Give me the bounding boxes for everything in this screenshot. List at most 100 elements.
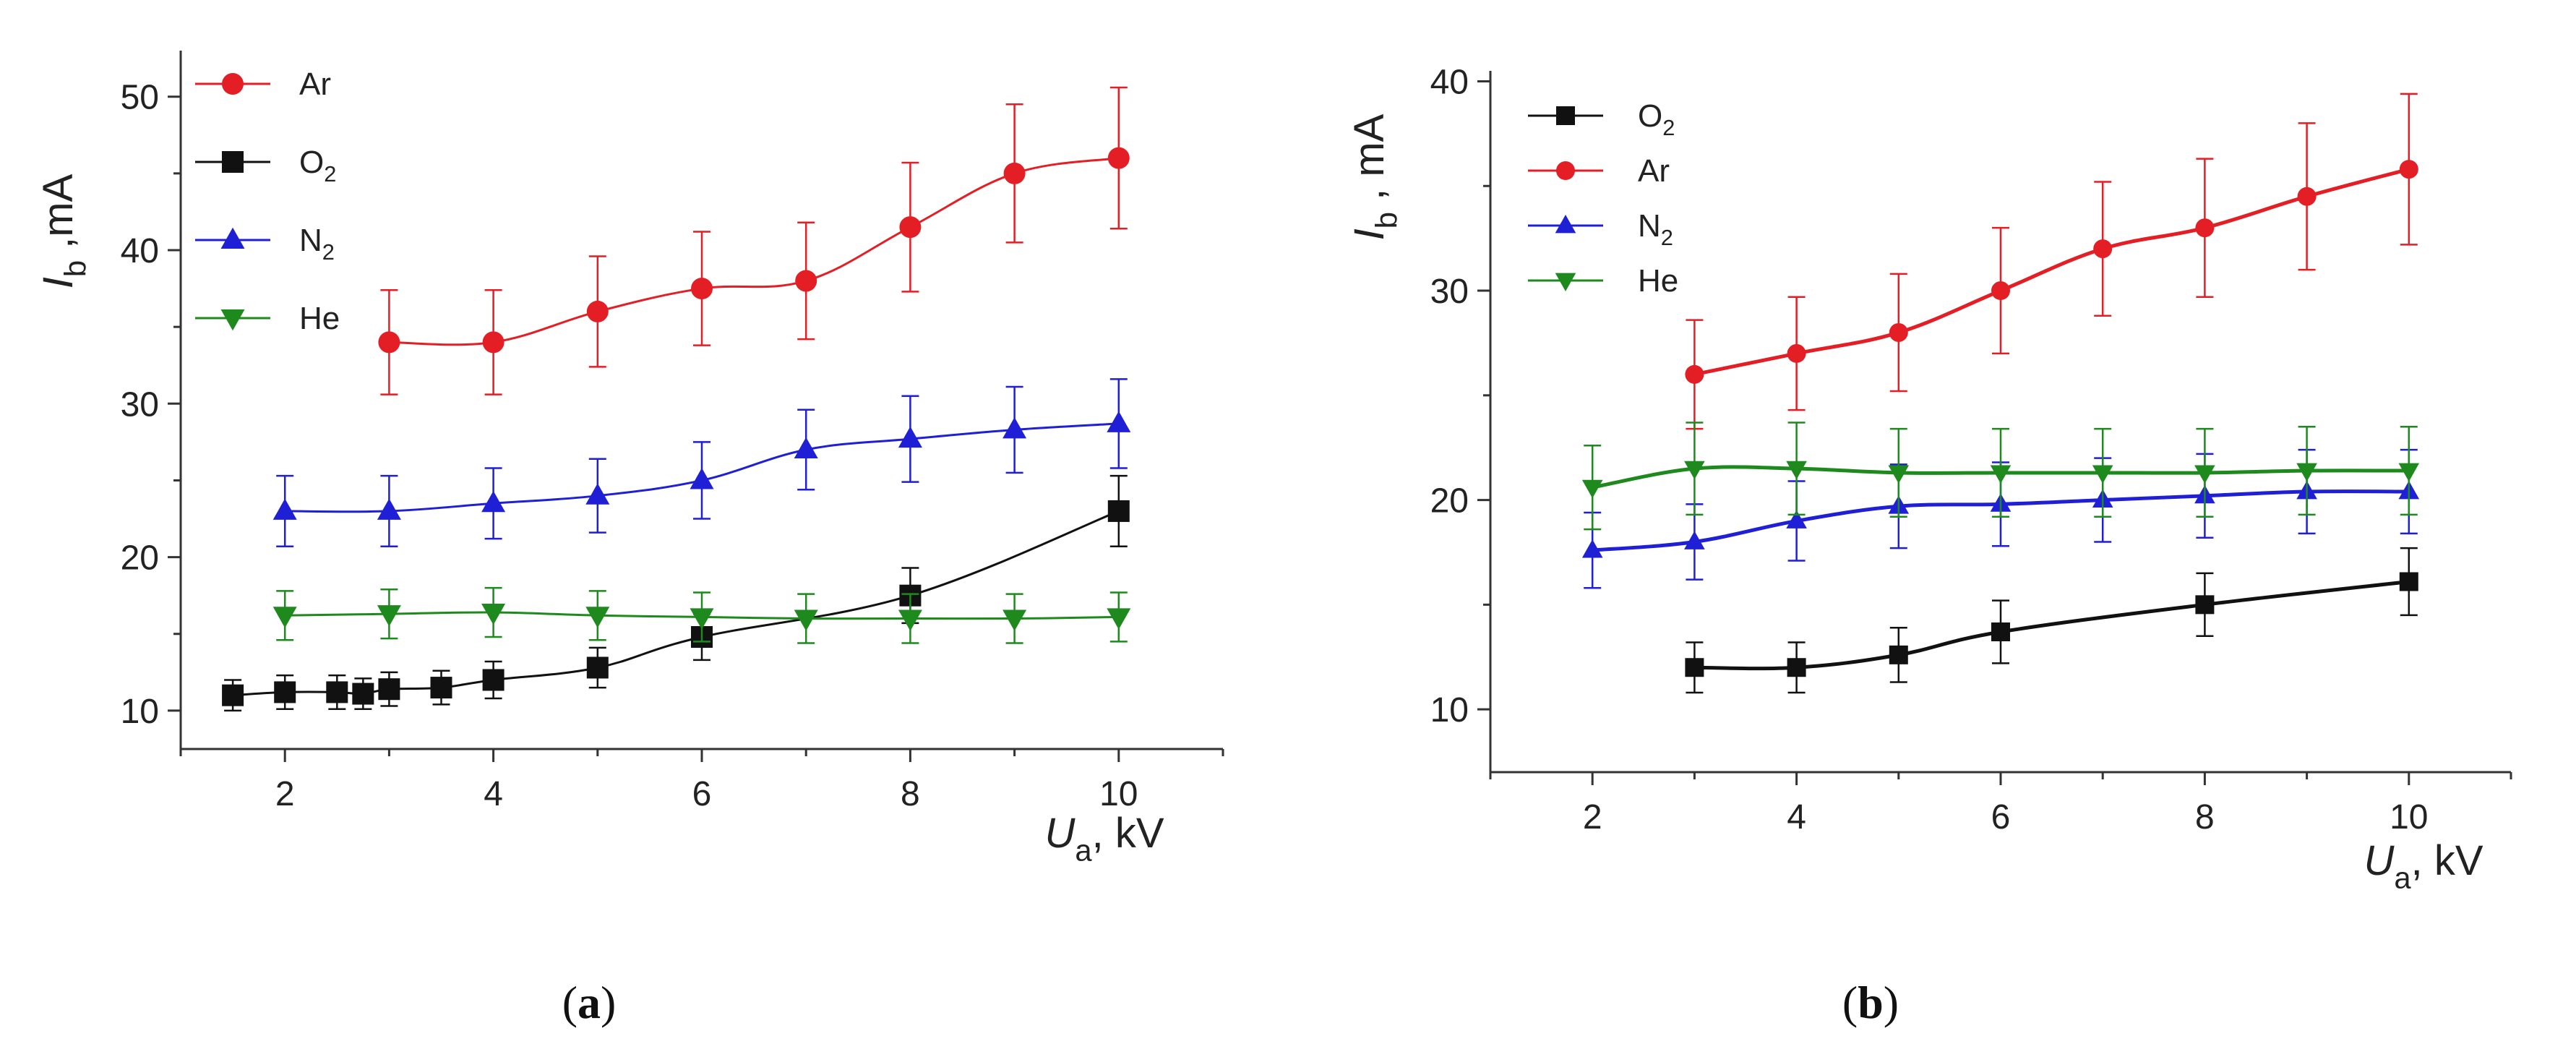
y-tick-label-20: 20 (121, 539, 159, 578)
data-point-he (2296, 463, 2317, 482)
data-point-he (2398, 463, 2420, 482)
legend-label-subscript: 2 (322, 239, 335, 265)
data-point-ar (1889, 322, 1908, 342)
legend: O2 Ar N2 He (1528, 98, 1678, 299)
data-point-ar (2297, 187, 2317, 206)
legend-label-text: Ar (1638, 153, 1670, 189)
y-axis-label-unit: , mA (1346, 114, 1393, 212)
legend-marker (1555, 273, 1576, 291)
data-point-he (272, 607, 297, 628)
x-tick-label-4: 4 (484, 775, 503, 813)
y-tick-label-10: 10 (1430, 691, 1469, 729)
data-point-he (1786, 461, 1807, 480)
data-point-o2 (482, 669, 505, 691)
x-tick-label-2: 2 (275, 775, 295, 813)
panel-label: (a) (562, 977, 617, 1028)
data-point-he (1003, 609, 1027, 631)
data-point-ar (1991, 281, 2010, 301)
legend-marker (222, 151, 244, 173)
series-line-o2 (233, 510, 1120, 697)
data-point-o2 (1889, 645, 1908, 664)
data-point-he (1107, 608, 1131, 630)
data-point-he (690, 608, 714, 630)
data-point-ar (2399, 160, 2418, 179)
data-point-ar (1787, 343, 1806, 363)
legend-label: He (1638, 263, 1678, 299)
y-axis-label-symbol: I (1346, 228, 1393, 240)
data-point-o2 (1107, 500, 1130, 522)
data-point-n2 (1003, 417, 1027, 439)
data-point-he (1990, 465, 2012, 484)
y-axis-label: Ib ,mA (35, 174, 93, 288)
legend-item-o2: O2 (195, 145, 336, 187)
legend-label-subscript: 2 (324, 161, 336, 187)
data-point-o2 (1991, 622, 2010, 641)
legend-marker (1555, 215, 1576, 234)
y-tick-label-10: 10 (121, 693, 159, 731)
y-tick-label-20: 20 (1430, 482, 1469, 521)
data-point-he (481, 604, 506, 625)
x-axis-label-subscript: a (2394, 861, 2411, 895)
x-tick-label-6: 6 (692, 775, 712, 813)
data-point-he (898, 609, 922, 631)
legend-label-text: Ar (299, 67, 331, 102)
data-point-o2 (378, 678, 400, 701)
y-tick-label-30: 30 (1430, 273, 1469, 311)
x-tick-label-4: 4 (1787, 798, 1806, 836)
series-he (272, 586, 1131, 644)
data-point-n2 (1786, 510, 1807, 528)
data-point-n2 (898, 426, 922, 448)
series-n2 (272, 378, 1131, 548)
legend-marker (1556, 161, 1575, 180)
data-point-o2 (430, 677, 452, 699)
data-point-o2 (326, 681, 348, 703)
legend-label-text: O (299, 145, 324, 180)
legend-label-text: O (1638, 98, 1662, 134)
legend-label-text: He (1638, 263, 1678, 299)
data-point-ar (691, 278, 713, 300)
data-point-he (377, 605, 401, 627)
data-point-ar (482, 331, 505, 354)
data-point-ar (2195, 218, 2215, 238)
data-point-n2 (690, 468, 714, 489)
data-point-o2 (1685, 658, 1704, 677)
data-point-ar (378, 331, 400, 354)
legend-marker (220, 227, 245, 249)
legend-item-he: He (195, 301, 340, 336)
data-point-n2 (1581, 539, 1603, 558)
legend-label: He (299, 301, 340, 336)
data-point-ar (1685, 364, 1704, 384)
data-point-he (1684, 461, 1705, 480)
series-line-o2 (1694, 580, 2410, 671)
legend-label: O2 (1638, 98, 1675, 140)
panel-label-close: ) (1884, 977, 1899, 1028)
y-tick-label-40: 40 (1430, 63, 1469, 101)
y-axis-label-subscript: b (59, 260, 93, 277)
x-axis-label-unit: , kV (1092, 810, 1164, 857)
series-ar (378, 86, 1130, 395)
panel-label-letter: a (578, 977, 601, 1028)
series-o2 (1685, 547, 2418, 694)
x-tick-label-2: 2 (1583, 798, 1602, 836)
data-point-o2 (2399, 572, 2418, 591)
legend-label: N2 (299, 223, 335, 265)
data-point-o2 (586, 656, 609, 679)
legend-marker (1556, 106, 1575, 125)
x-tick-label-10: 10 (1099, 775, 1138, 813)
data-point-he (1581, 479, 1603, 499)
data-point-ar (2093, 239, 2113, 259)
legend-label: N2 (1638, 208, 1673, 250)
x-axis-label-subscript: a (1075, 834, 1092, 868)
x-tick-label-10: 10 (2390, 798, 2428, 836)
legend-label-text: N (1638, 208, 1661, 244)
legend-label: Ar (1638, 153, 1670, 189)
panel-label-open: ( (1842, 977, 1858, 1028)
panel-label-close: ) (601, 977, 616, 1028)
data-point-n2 (794, 437, 818, 458)
series-line-ar (1693, 167, 2410, 377)
data-point-ar (1003, 162, 1026, 184)
data-point-he (794, 609, 818, 631)
y-axis-label: Ib , mA (1346, 114, 1404, 240)
